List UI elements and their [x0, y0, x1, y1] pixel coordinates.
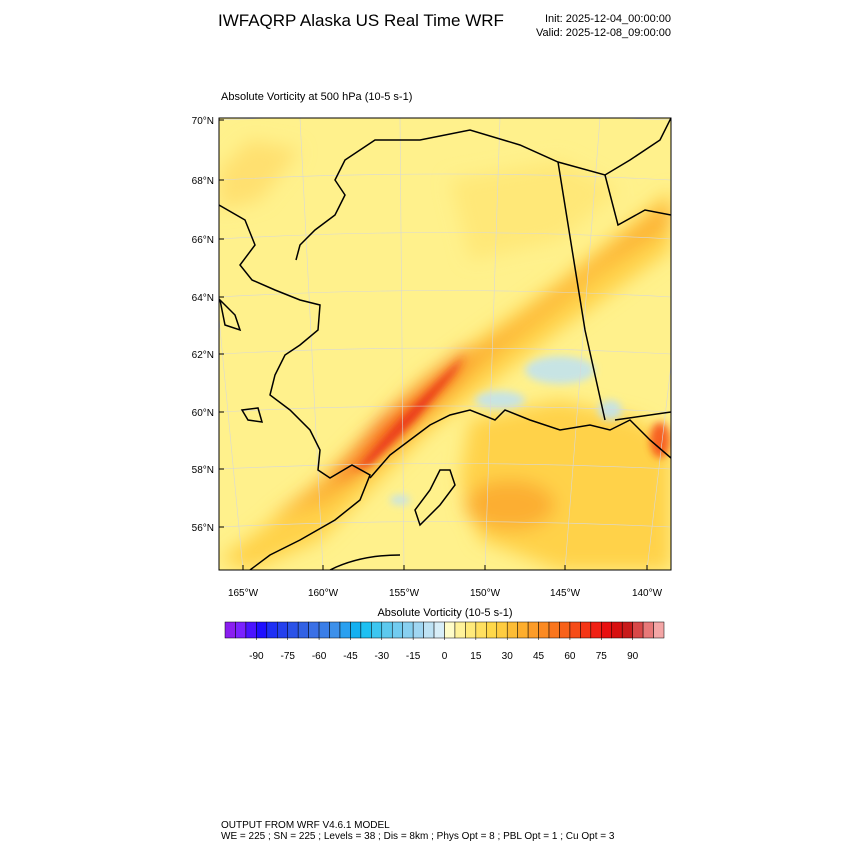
init-time: Init: 2025-12-04_00:00:00: [545, 13, 671, 25]
colorbar-swatch: [412, 621, 424, 639]
colorbar-swatch: [444, 621, 456, 639]
colorbar-swatch: [475, 621, 487, 639]
colorbar-swatch: [601, 621, 612, 639]
colorbar-tick-label: -30: [375, 651, 390, 662]
colorbar-swatch: [423, 621, 435, 639]
colorbar-swatch: [235, 621, 247, 639]
colorbar-swatch: [538, 621, 550, 639]
title: IWFAQRP Alaska US Real Time WRF: [218, 11, 504, 30]
colorbar-swatch: [402, 621, 414, 639]
colorbar-swatch: [496, 621, 508, 639]
colorbar-tick-label: -75: [280, 651, 295, 662]
lon-label: 140°W: [632, 588, 663, 599]
colorbar-swatch: [381, 621, 393, 639]
colorbar-tick-label: 0: [442, 651, 448, 662]
colorbar-tick-label: 60: [564, 651, 576, 662]
colorbar-swatch: [465, 621, 477, 639]
colorbar-tick-label: 45: [533, 651, 545, 662]
colorbar-swatch: [391, 621, 403, 639]
lat-label: 58°N: [192, 465, 214, 476]
lat-label: 64°N: [192, 293, 214, 304]
colorbar-swatch: [318, 621, 330, 639]
colorbar-swatch: [433, 621, 445, 639]
colorbar-tick-label: -90: [249, 651, 264, 662]
colorbar-swatch: [277, 621, 288, 639]
lon-label: 155°W: [389, 588, 420, 599]
colorbar-swatch: [569, 621, 581, 639]
lat-label: 66°N: [192, 235, 214, 246]
colorbar-swatch: [350, 621, 362, 639]
lat-label: 60°N: [192, 408, 214, 419]
colorbar-tick-label: 90: [627, 651, 639, 662]
lon-label: 160°W: [308, 588, 339, 599]
colorbar-swatch: [653, 621, 665, 639]
lon-label: 150°W: [470, 588, 501, 599]
colorbar-tick-label: 75: [596, 651, 608, 662]
lat-label: 70°N: [192, 116, 214, 127]
colorbar-swatch: [548, 621, 560, 639]
footer-line: WE = 225 ; SN = 225 ; Levels = 38 ; Dis …: [221, 831, 615, 842]
colorbar-swatch: [506, 621, 518, 639]
map-field: [219, 118, 671, 570]
colorbar-swatch: [308, 621, 320, 639]
colorbar-swatch: [224, 621, 236, 639]
lat-label: 68°N: [192, 176, 214, 187]
colorbar-swatch: [339, 621, 351, 639]
colorbar-swatch: [632, 621, 644, 639]
colorbar-tick-label: -45: [343, 651, 358, 662]
colorbar-tick-label: -60: [312, 651, 327, 662]
lat-label: 56°N: [192, 523, 214, 534]
colorbar-swatch: [287, 621, 299, 639]
footer-line: OUTPUT FROM WRF V4.6.1 MODEL: [221, 820, 390, 831]
map-title: Absolute Vorticity at 500 hPa (10-5 s-1): [221, 91, 412, 103]
colorbar-swatch: [621, 621, 633, 639]
colorbar-swatch: [297, 621, 309, 639]
colorbar-tick-label: -15: [406, 651, 421, 662]
colorbar-swatch: [256, 621, 268, 639]
colorbar-swatch: [527, 621, 539, 639]
valid-time: Valid: 2025-12-08_09:00:00: [536, 27, 671, 39]
colorbar-swatch: [642, 621, 654, 639]
colorbar-swatch: [245, 621, 257, 639]
colorbar-title: Absolute Vorticity (10-5 s-1): [377, 607, 512, 619]
lon-label: 145°W: [550, 588, 581, 599]
colorbar-swatch: [590, 621, 602, 639]
colorbar-swatch: [611, 621, 623, 639]
colorbar-swatch: [371, 621, 383, 639]
colorbar-swatch: [559, 621, 571, 639]
lat-label: 62°N: [192, 350, 214, 361]
lon-label: 165°W: [228, 588, 259, 599]
colorbar-swatch: [329, 621, 341, 639]
colorbar-swatch: [360, 621, 372, 639]
map-frame: [218, 117, 672, 571]
colorbar-swatch: [580, 621, 592, 639]
colorbar-swatch: [517, 621, 529, 639]
colorbar-swatch: [454, 621, 466, 639]
colorbar-swatch: [266, 621, 278, 639]
colorbar-swatch: [486, 621, 498, 639]
colorbar-tick-label: 15: [470, 651, 482, 662]
colorbar-tick-label: 30: [502, 651, 514, 662]
